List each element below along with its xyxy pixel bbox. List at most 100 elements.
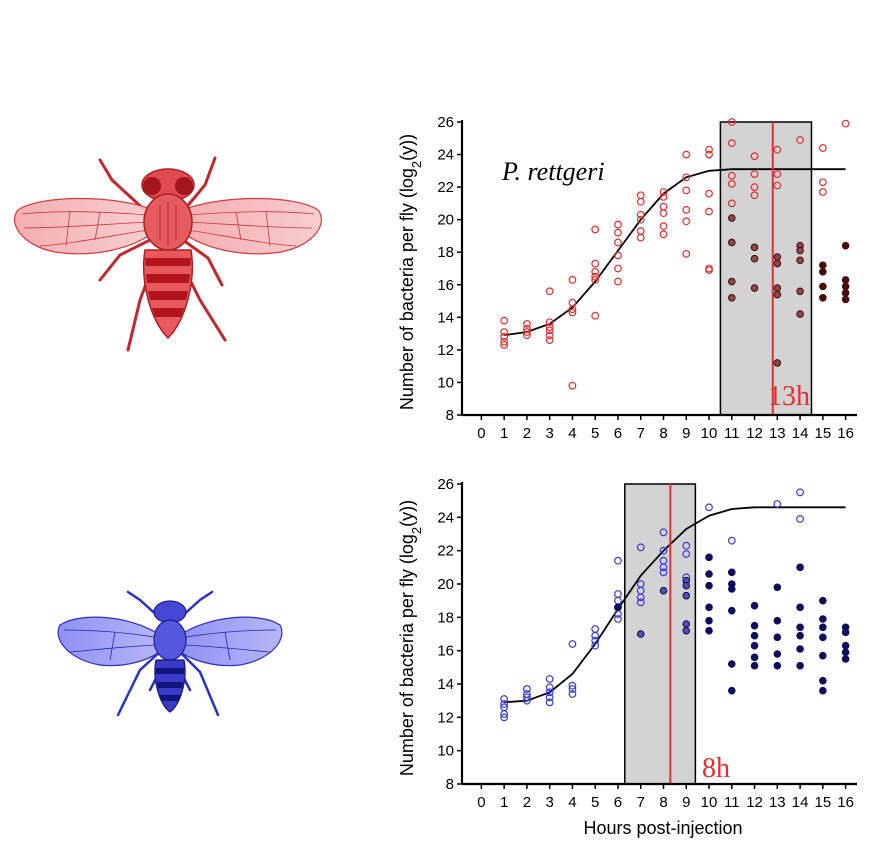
data-point-live [591, 641, 600, 650]
data-point-live [636, 233, 645, 242]
x-tick-label: 3 [546, 425, 554, 442]
data-point-dead [819, 615, 827, 623]
x-tick-label: 7 [637, 425, 645, 442]
data-point-live [500, 341, 509, 349]
data-point-dead [636, 630, 645, 638]
data-point-live [659, 202, 668, 211]
data-point-dead [841, 628, 850, 637]
x-tick-label: 2 [523, 794, 531, 811]
data-point-live [773, 500, 782, 508]
data-point-live [705, 503, 713, 512]
data-point-dead [773, 359, 782, 367]
data-point-live [818, 178, 827, 187]
data-point-dead [819, 633, 827, 642]
y-tick-label: 20 [437, 576, 454, 593]
data-point-dead [819, 686, 827, 695]
data-point-live [682, 217, 691, 226]
data-point-live [523, 696, 531, 705]
data-point-live [614, 277, 622, 286]
data-point-live [636, 210, 645, 219]
x-tick-label: 14 [792, 425, 809, 442]
data-point-live [659, 546, 668, 555]
data-point-live [750, 170, 759, 178]
data-point-live [523, 693, 531, 702]
data-point-live [659, 568, 668, 577]
data-point-live [705, 189, 713, 198]
x-tick-label: 7 [637, 794, 645, 811]
data-point-live [545, 688, 554, 697]
data-point-live [500, 337, 509, 346]
x-tick-label: 12 [746, 794, 763, 811]
data-point-dead [796, 623, 804, 632]
data-point-live [636, 227, 645, 235]
x-tick-label: 1 [500, 425, 508, 442]
data-point-live [682, 205, 691, 214]
data-point-live [568, 381, 577, 390]
data-point-dead [727, 568, 736, 577]
data-point-live [659, 222, 668, 231]
y-tick-label: 24 [437, 147, 454, 164]
data-point-dead [682, 620, 691, 628]
data-point-live [727, 118, 736, 126]
data-point-live [727, 179, 736, 188]
data-point-live [500, 328, 509, 336]
data-point-dead [705, 570, 713, 578]
data-point-dead [659, 586, 668, 595]
x-tick-label: 9 [682, 794, 690, 811]
data-point-live [727, 139, 736, 148]
x-tick-label: 2 [523, 425, 531, 442]
data-point-live [636, 191, 645, 200]
data-point-dead [773, 583, 782, 592]
data-point-live [796, 136, 804, 144]
x-tick-label: 12 [746, 425, 763, 442]
data-point-live [545, 326, 554, 335]
data-point-live [614, 596, 622, 605]
data-point-live [545, 323, 554, 332]
y-tick-label: 26 [437, 476, 454, 493]
data-point-dead [841, 655, 850, 663]
data-point-live [659, 188, 668, 196]
x-tick-label: 5 [591, 425, 599, 442]
data-point-dead [682, 581, 691, 590]
data-point-live [659, 528, 668, 537]
data-point-live [818, 144, 827, 152]
data-point-live [545, 287, 554, 296]
data-point-live [727, 199, 736, 208]
data-point-dead [819, 651, 827, 660]
cutoff-label: 13h [768, 381, 810, 412]
data-point-live [796, 488, 804, 497]
data-point-live [545, 683, 554, 692]
data-point-dead [705, 581, 713, 590]
y-tick-label: 20 [437, 212, 454, 229]
data-point-dead [750, 631, 759, 640]
x-tick-label: 13 [769, 794, 786, 811]
data-point-live [545, 693, 554, 702]
y-tick-label: 8 [446, 407, 454, 424]
data-point-live [568, 681, 577, 690]
shaded-interval [719, 121, 813, 416]
y-tick-label: 22 [437, 179, 454, 196]
data-point-live [614, 251, 622, 260]
x-tick-label: 8 [659, 425, 667, 442]
x-tick-label: 10 [701, 425, 718, 442]
data-point-dead [727, 238, 736, 247]
data-point-dead [796, 603, 804, 612]
data-point-dead [819, 294, 827, 302]
x-tick-label: 4 [568, 794, 576, 811]
data-point-live [500, 713, 509, 722]
x-tick-label: 0 [477, 794, 485, 811]
data-point-live [523, 319, 531, 328]
data-point-live [614, 615, 622, 623]
data-point-live [636, 215, 645, 224]
data-point-dead [727, 660, 736, 668]
data-point-dead [614, 603, 622, 612]
y-tick-label: 10 [437, 743, 454, 760]
data-point-live [841, 119, 850, 128]
data-point-dead [750, 254, 759, 263]
data-point-live [568, 298, 577, 307]
x-tick-label: 0 [477, 425, 485, 442]
data-point-dead [819, 676, 827, 685]
data-point-dead [773, 259, 782, 268]
data-point-dead [727, 606, 736, 615]
